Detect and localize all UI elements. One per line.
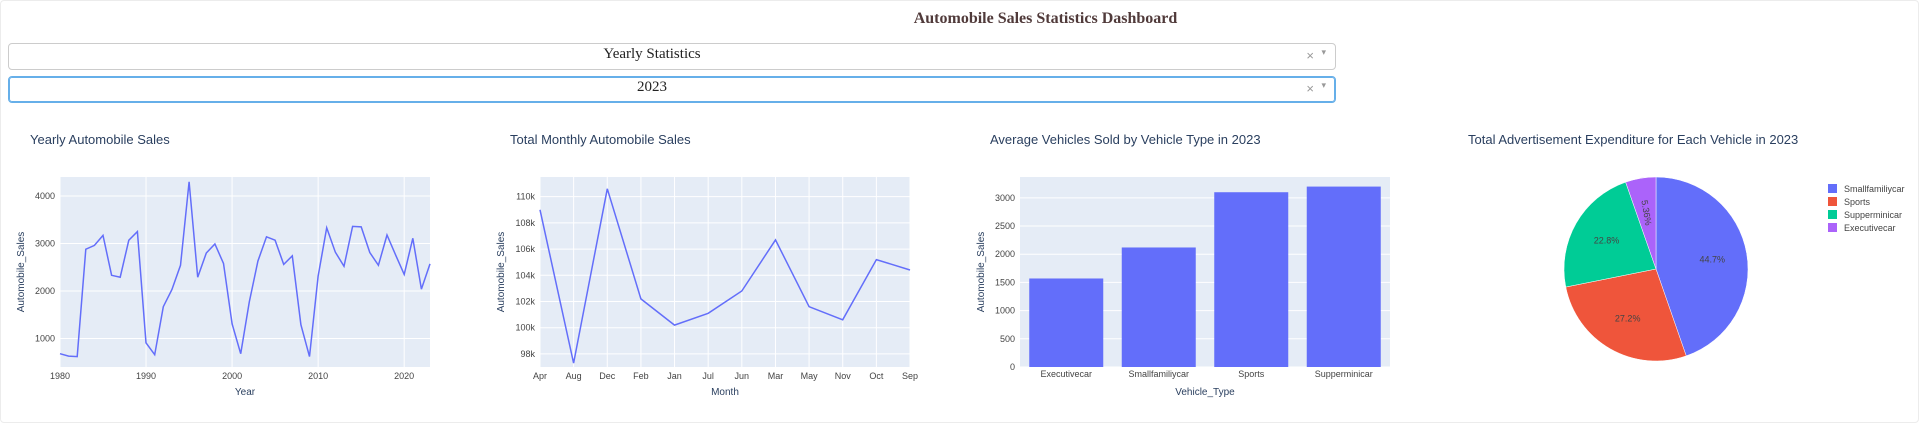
statistics-type-dropdown[interactable]: Yearly Statistics × ▾	[8, 43, 1336, 70]
x-tick-label: Mar	[768, 371, 784, 381]
y-tick-label: 1500	[995, 277, 1015, 287]
pie-slice[interactable]	[1655, 176, 1749, 357]
x-tick-label: 2020	[394, 371, 414, 381]
yearly-sales-line-chart[interactable]: Yearly Automobile Sales Year Automobile_Sa…	[0, 122, 470, 412]
pie-slice-label: 27.2%	[1615, 314, 1641, 324]
x-tick-label: Apr	[533, 371, 547, 381]
chart-title: Total Advertisement Expenditure for Each…	[1468, 132, 1798, 147]
legend-label[interactable]: Sports	[1844, 197, 1871, 207]
x-tick-label: Sports	[1238, 369, 1265, 379]
y-tick-label: 2500	[995, 221, 1015, 231]
y-tick-label: 1000	[35, 334, 55, 344]
pie-slice-label: 5.36%	[1639, 199, 1653, 226]
y-tick-label: 102k	[515, 296, 535, 306]
year-selected-value: 2023	[637, 79, 667, 95]
x-tick-label: Dec	[599, 371, 616, 381]
x-tick-label: 2000	[222, 371, 242, 381]
legend-label[interactable]: Smallfamiliycar	[1844, 184, 1905, 194]
y-axis-title: Automobile_Sales	[976, 232, 987, 313]
plot-area	[540, 177, 910, 367]
pie-slice-label: 22.8%	[1594, 236, 1620, 246]
legend-swatch[interactable]	[1828, 223, 1837, 232]
x-axis-title: Year	[235, 387, 256, 398]
clear-selection-icon[interactable]: ×	[1306, 48, 1314, 63]
y-axis-title: Automobile_Sales	[496, 232, 507, 313]
x-tick-label: Jul	[702, 371, 714, 381]
ad-expenditure-pie-chart[interactable]: Total Advertisement Expenditure for Each…	[1440, 122, 1916, 412]
bar[interactable]	[1029, 278, 1104, 367]
y-tick-label: 2000	[35, 286, 55, 296]
bar[interactable]	[1121, 247, 1196, 367]
pie-slice[interactable]	[1565, 268, 1687, 362]
y-tick-label: 3000	[35, 239, 55, 249]
y-tick-label: 2000	[995, 249, 1015, 259]
x-tick-label: Smallfamiliycar	[1128, 369, 1189, 379]
y-tick-label: 100k	[515, 323, 535, 333]
x-tick-label: Jun	[735, 371, 750, 381]
x-tick-label: Executivecar	[1040, 369, 1092, 379]
monthly-sales-series-line[interactable]	[539, 188, 911, 364]
x-axis-title: Month	[711, 387, 739, 398]
y-tick-label: 108k	[515, 218, 535, 228]
x-tick-label: May	[801, 371, 819, 381]
statistics-type-selected-value: Yearly Statistics	[603, 46, 701, 62]
legend-label[interactable]: Executivecar	[1844, 223, 1896, 233]
bar[interactable]	[1214, 192, 1289, 367]
pie-slice[interactable]	[1625, 176, 1657, 270]
x-tick-label: 1990	[136, 371, 156, 381]
x-tick-label: Oct	[869, 371, 884, 381]
x-tick-label: 2010	[308, 371, 328, 381]
chart-title: Total Monthly Automobile Sales	[510, 132, 691, 147]
y-tick-label: 104k	[515, 270, 535, 280]
y-tick-label: 500	[1000, 334, 1015, 344]
x-tick-label: Supperminicar	[1315, 369, 1373, 379]
x-tick-label: Sep	[902, 371, 918, 381]
chevron-down-icon[interactable]: ▾	[1321, 80, 1326, 90]
page-title: Automobile Sales Statistics Dashboard	[913, 10, 1178, 27]
vehicle-type-bar-chart[interactable]: Average Vehicles Sold by Vehicle Type in…	[960, 122, 1430, 412]
y-tick-label: 106k	[515, 244, 535, 254]
pie-slice[interactable]	[1563, 181, 1657, 288]
chevron-down-icon[interactable]: ▾	[1321, 47, 1326, 57]
x-tick-label: Nov	[835, 371, 852, 381]
y-tick-label: 4000	[35, 191, 55, 201]
y-tick-label: 98k	[520, 349, 535, 359]
chart-title: Average Vehicles Sold by Vehicle Type in…	[990, 132, 1261, 147]
x-tick-label: Aug	[566, 371, 582, 381]
bar[interactable]	[1306, 186, 1381, 367]
y-tick-label: 0	[1010, 362, 1015, 372]
x-axis-title: Vehicle_Type	[1175, 387, 1235, 398]
yearly-sales-series-line[interactable]	[59, 181, 431, 358]
y-tick-label: 110k	[516, 192, 535, 202]
monthly-sales-line-chart[interactable]: Total Monthly Automobile Sales Month Autom…	[480, 122, 950, 412]
year-dropdown[interactable]: 2023 × ▾	[8, 76, 1336, 103]
y-tick-label: 3000	[995, 193, 1015, 203]
y-axis-title: Automobile_Sales	[16, 232, 27, 313]
legend-label[interactable]: Supperminicar	[1844, 210, 1902, 220]
x-tick-label: 1980	[50, 371, 70, 381]
clear-selection-icon[interactable]: ×	[1306, 81, 1314, 96]
x-tick-label: Jan	[667, 371, 682, 381]
legend-swatch[interactable]	[1828, 197, 1837, 206]
chart-title: Yearly Automobile Sales	[30, 132, 170, 147]
legend-swatch[interactable]	[1828, 210, 1837, 219]
x-tick-label: Feb	[633, 371, 649, 381]
legend-swatch[interactable]	[1828, 184, 1837, 193]
pie-slice-label: 44.7%	[1699, 254, 1725, 264]
y-tick-label: 1000	[995, 306, 1015, 316]
